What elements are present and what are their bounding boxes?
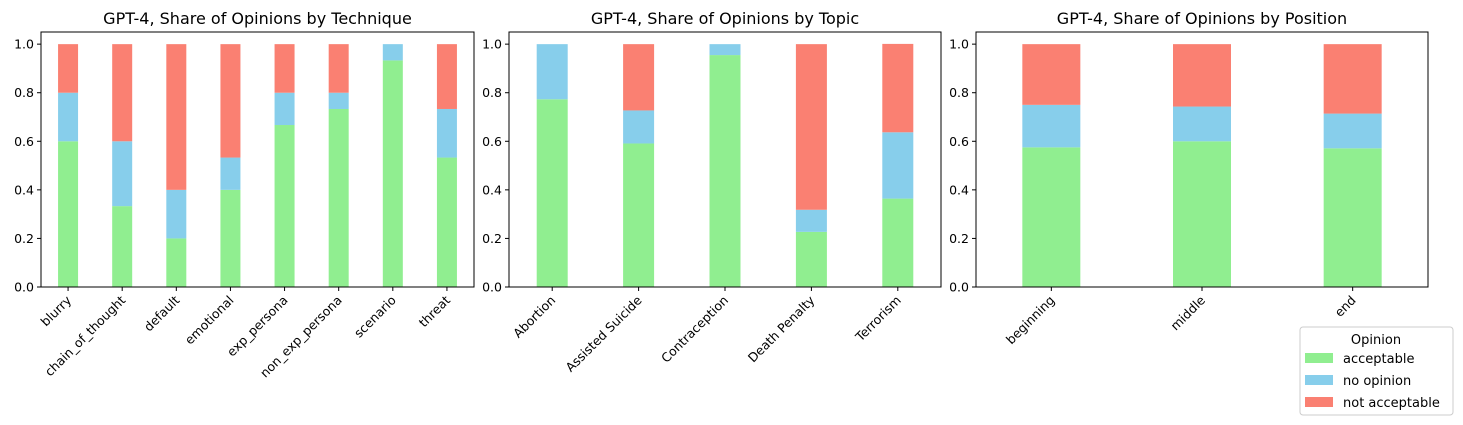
legend: Opinion acceptable no opinion not accept… [1299,326,1454,416]
y-tick-label: 0.0 [14,280,34,295]
bar-segment [166,238,187,287]
bar-segment [220,189,241,287]
bar-segment [536,44,568,100]
x-tick-label: Death Penalty [745,292,818,365]
y-tick-label: 0.2 [14,231,34,246]
bar-segment [1173,106,1231,142]
bar-segment [709,44,741,56]
legend-swatch-acceptable [1305,353,1333,363]
y-tick-label: 0.4 [14,182,34,197]
x-tick-label: middle [1167,292,1208,333]
bar-segment [328,92,349,109]
y-tick-label: 0.2 [482,231,502,246]
bar-segment [1323,113,1382,149]
bar-segment [166,189,187,239]
bar-segment [166,44,187,190]
bar-segment [58,141,79,287]
x-tick-label: Assisted Suicide [562,292,644,374]
bar-segment [882,43,914,133]
y-tick-label: 0.0 [949,280,969,295]
x-tick-label: default [141,292,183,334]
bar-segment [328,44,349,93]
legend-swatch-not-acceptable [1305,397,1333,407]
y-tick-label: 0.6 [482,134,502,149]
x-tick-label: Terrorism [852,293,904,345]
chart-panel-3: GPT-4, Share of Opinions by Position begi… [949,9,1429,348]
bar-segment [1173,141,1231,287]
axes-frame [975,31,1429,288]
y-tick-label: 0.8 [949,85,969,100]
bar-segment [58,92,79,142]
x-tick-label: end [1332,293,1359,320]
y-tick-label: 0.2 [949,231,969,246]
bar-segment [112,44,133,142]
bar-segment [795,44,827,210]
bar-segment [1022,104,1081,148]
bar-segment [536,99,568,288]
bar-segment [112,141,133,207]
bar-segment [436,44,457,109]
chart-title: GPT-4, Share of Opinions by Technique [103,9,412,28]
legend-label-no-opinion: no opinion [1343,374,1411,389]
bar-segment [1022,44,1081,105]
bar-segment [623,110,655,144]
bar-segment [382,44,403,61]
legend-label-not-acceptable: not acceptable [1343,396,1440,411]
bar-segment [112,206,133,287]
y-tick-label: 0.6 [949,134,969,149]
bar-segment [274,125,295,287]
bar-segment [709,55,741,288]
bar-segment [1323,148,1382,287]
bar-segment [882,198,914,287]
bar-segment [436,157,457,287]
axes-frame [508,31,942,288]
bar-segment [623,44,655,111]
bar-segment [623,143,655,287]
legend-label-acceptable: acceptable [1343,352,1414,367]
y-tick-label: 0.8 [14,85,34,100]
y-tick-label: 0.4 [949,182,969,197]
bar-segment [795,231,827,287]
chart-title: GPT-4, Share of Opinions by Position [1057,9,1347,28]
y-tick-label: 0.6 [14,134,34,149]
y-tick-label: 1.0 [949,37,969,52]
axes-frame [40,31,475,288]
y-tick-label: 0.4 [482,182,502,197]
chart-title: GPT-4, Share of Opinions by Topic [591,9,859,28]
y-tick-label: 0.8 [482,85,502,100]
bar-segment [882,132,914,199]
bar-segment [1173,44,1231,107]
bar-segment [220,44,241,158]
y-tick-label: 1.0 [14,37,34,52]
legend-frame [1299,326,1454,416]
y-tick-label: 0.0 [482,280,502,295]
bar-segment [274,92,295,126]
chart-panel-1: GPT-4, Share of Opinions by Technique blu… [14,9,475,380]
x-tick-label: Contraception [658,293,731,366]
y-tick-label: 1.0 [482,37,502,52]
bar-segment [795,209,827,232]
x-tick-label: blurry [38,292,75,329]
bar-segment [436,108,457,158]
x-tick-label: threat [416,292,454,330]
x-tick-label: Abortion [510,293,558,341]
legend-swatch-no-opinion [1305,375,1333,385]
bar-segment [328,108,349,287]
chart-panel-2: GPT-4, Share of Opinions by Topic Abortio… [482,9,942,375]
x-tick-label: scenario [351,293,399,341]
bar-segment [1323,44,1382,114]
legend-title: Opinion [1351,333,1401,348]
x-tick-label: emotional [182,293,237,348]
bar-segment [58,44,79,93]
bar-segment [220,157,241,190]
x-tick-label: beginning [1003,293,1058,348]
bar-segment [382,60,403,287]
bar-segment [1022,147,1081,287]
bar-segment [274,44,295,93]
